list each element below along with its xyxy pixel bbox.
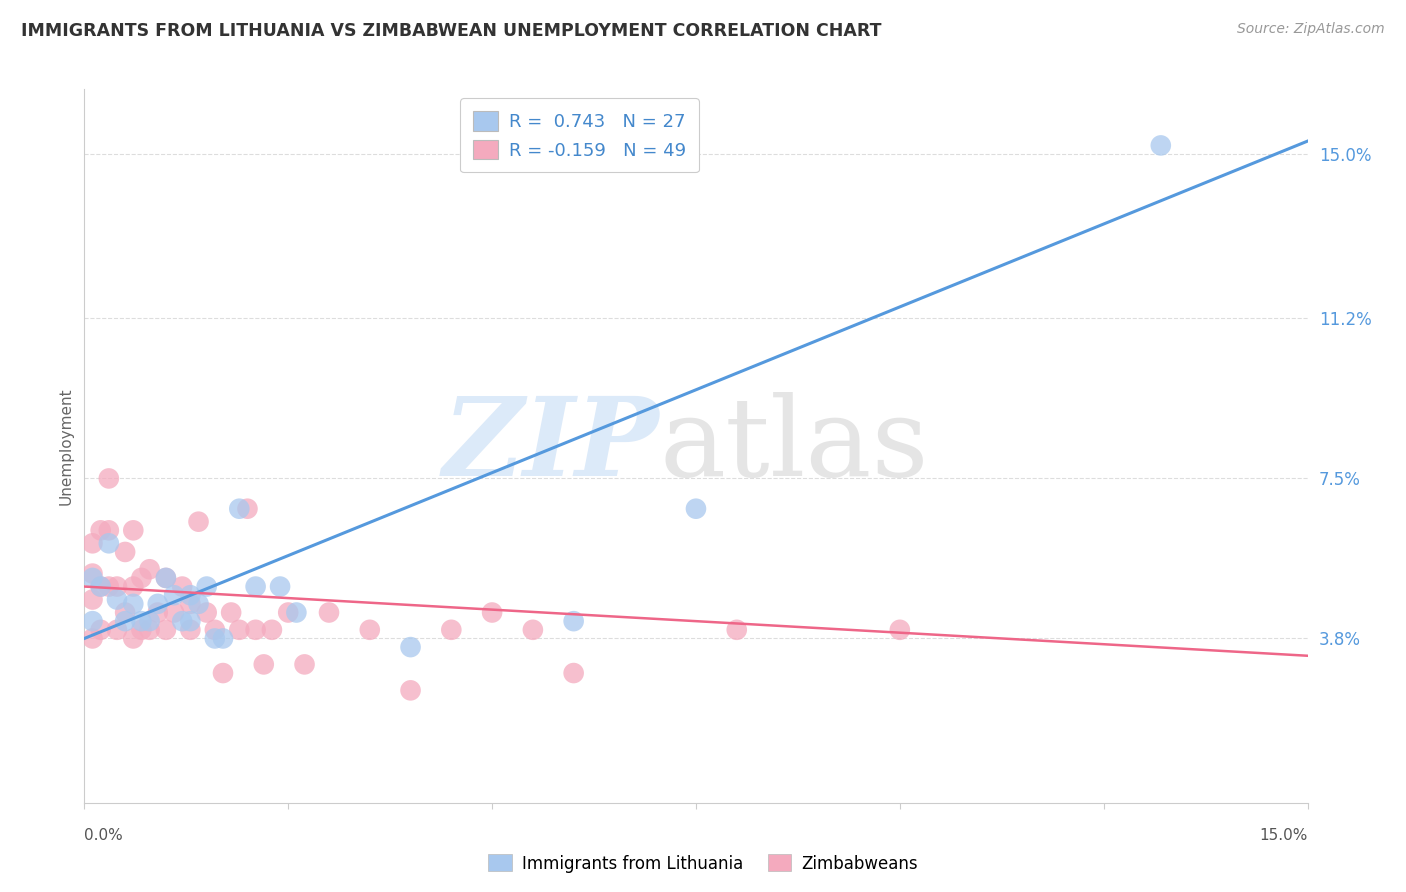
Point — [155, 623, 177, 637]
Point — [269, 580, 291, 594]
Point — [219, 606, 242, 620]
Point — [260, 623, 283, 637]
Point — [155, 571, 177, 585]
Point — [82, 571, 104, 585]
Point — [889, 623, 911, 637]
Point — [228, 623, 250, 637]
Point — [204, 623, 226, 637]
Point — [138, 614, 160, 628]
Point — [97, 471, 120, 485]
Legend: Immigrants from Lithuania, Zimbabweans: Immigrants from Lithuania, Zimbabweans — [482, 847, 924, 880]
Text: ZIP: ZIP — [443, 392, 659, 500]
Point — [146, 597, 169, 611]
Text: atlas: atlas — [659, 392, 929, 500]
Point — [131, 614, 153, 628]
Point — [82, 614, 104, 628]
Point — [82, 566, 104, 581]
Point — [97, 524, 120, 538]
Y-axis label: Unemployment: Unemployment — [58, 387, 73, 505]
Point — [294, 657, 316, 672]
Text: IMMIGRANTS FROM LITHUANIA VS ZIMBABWEAN UNEMPLOYMENT CORRELATION CHART: IMMIGRANTS FROM LITHUANIA VS ZIMBABWEAN … — [21, 22, 882, 40]
Point — [318, 606, 340, 620]
Point — [179, 623, 201, 637]
Point — [245, 580, 267, 594]
Point — [122, 580, 145, 594]
Point — [172, 614, 194, 628]
Point — [114, 614, 136, 628]
Point — [253, 657, 276, 672]
Point — [105, 623, 128, 637]
Point — [97, 580, 120, 594]
Point — [212, 666, 235, 681]
Point — [285, 606, 308, 620]
Point — [146, 606, 169, 620]
Text: 15.0%: 15.0% — [1260, 828, 1308, 843]
Point — [245, 623, 267, 637]
Point — [82, 632, 104, 646]
Point — [212, 632, 235, 646]
Point — [114, 545, 136, 559]
Point — [82, 592, 104, 607]
Point — [399, 683, 422, 698]
Point — [82, 536, 104, 550]
Point — [163, 606, 186, 620]
Point — [685, 501, 707, 516]
Point — [481, 606, 503, 620]
Point — [1150, 138, 1173, 153]
Point — [195, 606, 218, 620]
Point — [562, 666, 585, 681]
Point — [399, 640, 422, 654]
Point — [228, 501, 250, 516]
Legend: R =  0.743   N = 27, R = -0.159   N = 49: R = 0.743 N = 27, R = -0.159 N = 49 — [460, 98, 699, 172]
Point — [105, 592, 128, 607]
Point — [179, 597, 201, 611]
Point — [440, 623, 463, 637]
Point — [105, 580, 128, 594]
Point — [195, 580, 218, 594]
Point — [359, 623, 381, 637]
Text: Source: ZipAtlas.com: Source: ZipAtlas.com — [1237, 22, 1385, 37]
Point — [236, 501, 259, 516]
Point — [204, 632, 226, 646]
Point — [187, 515, 209, 529]
Point — [97, 536, 120, 550]
Point — [725, 623, 748, 637]
Point — [122, 524, 145, 538]
Point — [122, 597, 145, 611]
Point — [522, 623, 544, 637]
Point — [179, 588, 201, 602]
Point — [90, 580, 112, 594]
Point — [90, 580, 112, 594]
Point — [138, 623, 160, 637]
Point — [172, 580, 194, 594]
Point — [187, 597, 209, 611]
Point — [277, 606, 299, 620]
Point — [90, 623, 112, 637]
Point — [114, 606, 136, 620]
Point — [562, 614, 585, 628]
Text: 0.0%: 0.0% — [84, 828, 124, 843]
Point — [155, 571, 177, 585]
Point — [163, 588, 186, 602]
Point — [179, 614, 201, 628]
Point — [122, 632, 145, 646]
Point — [138, 562, 160, 576]
Point — [131, 571, 153, 585]
Point — [131, 623, 153, 637]
Point — [90, 524, 112, 538]
